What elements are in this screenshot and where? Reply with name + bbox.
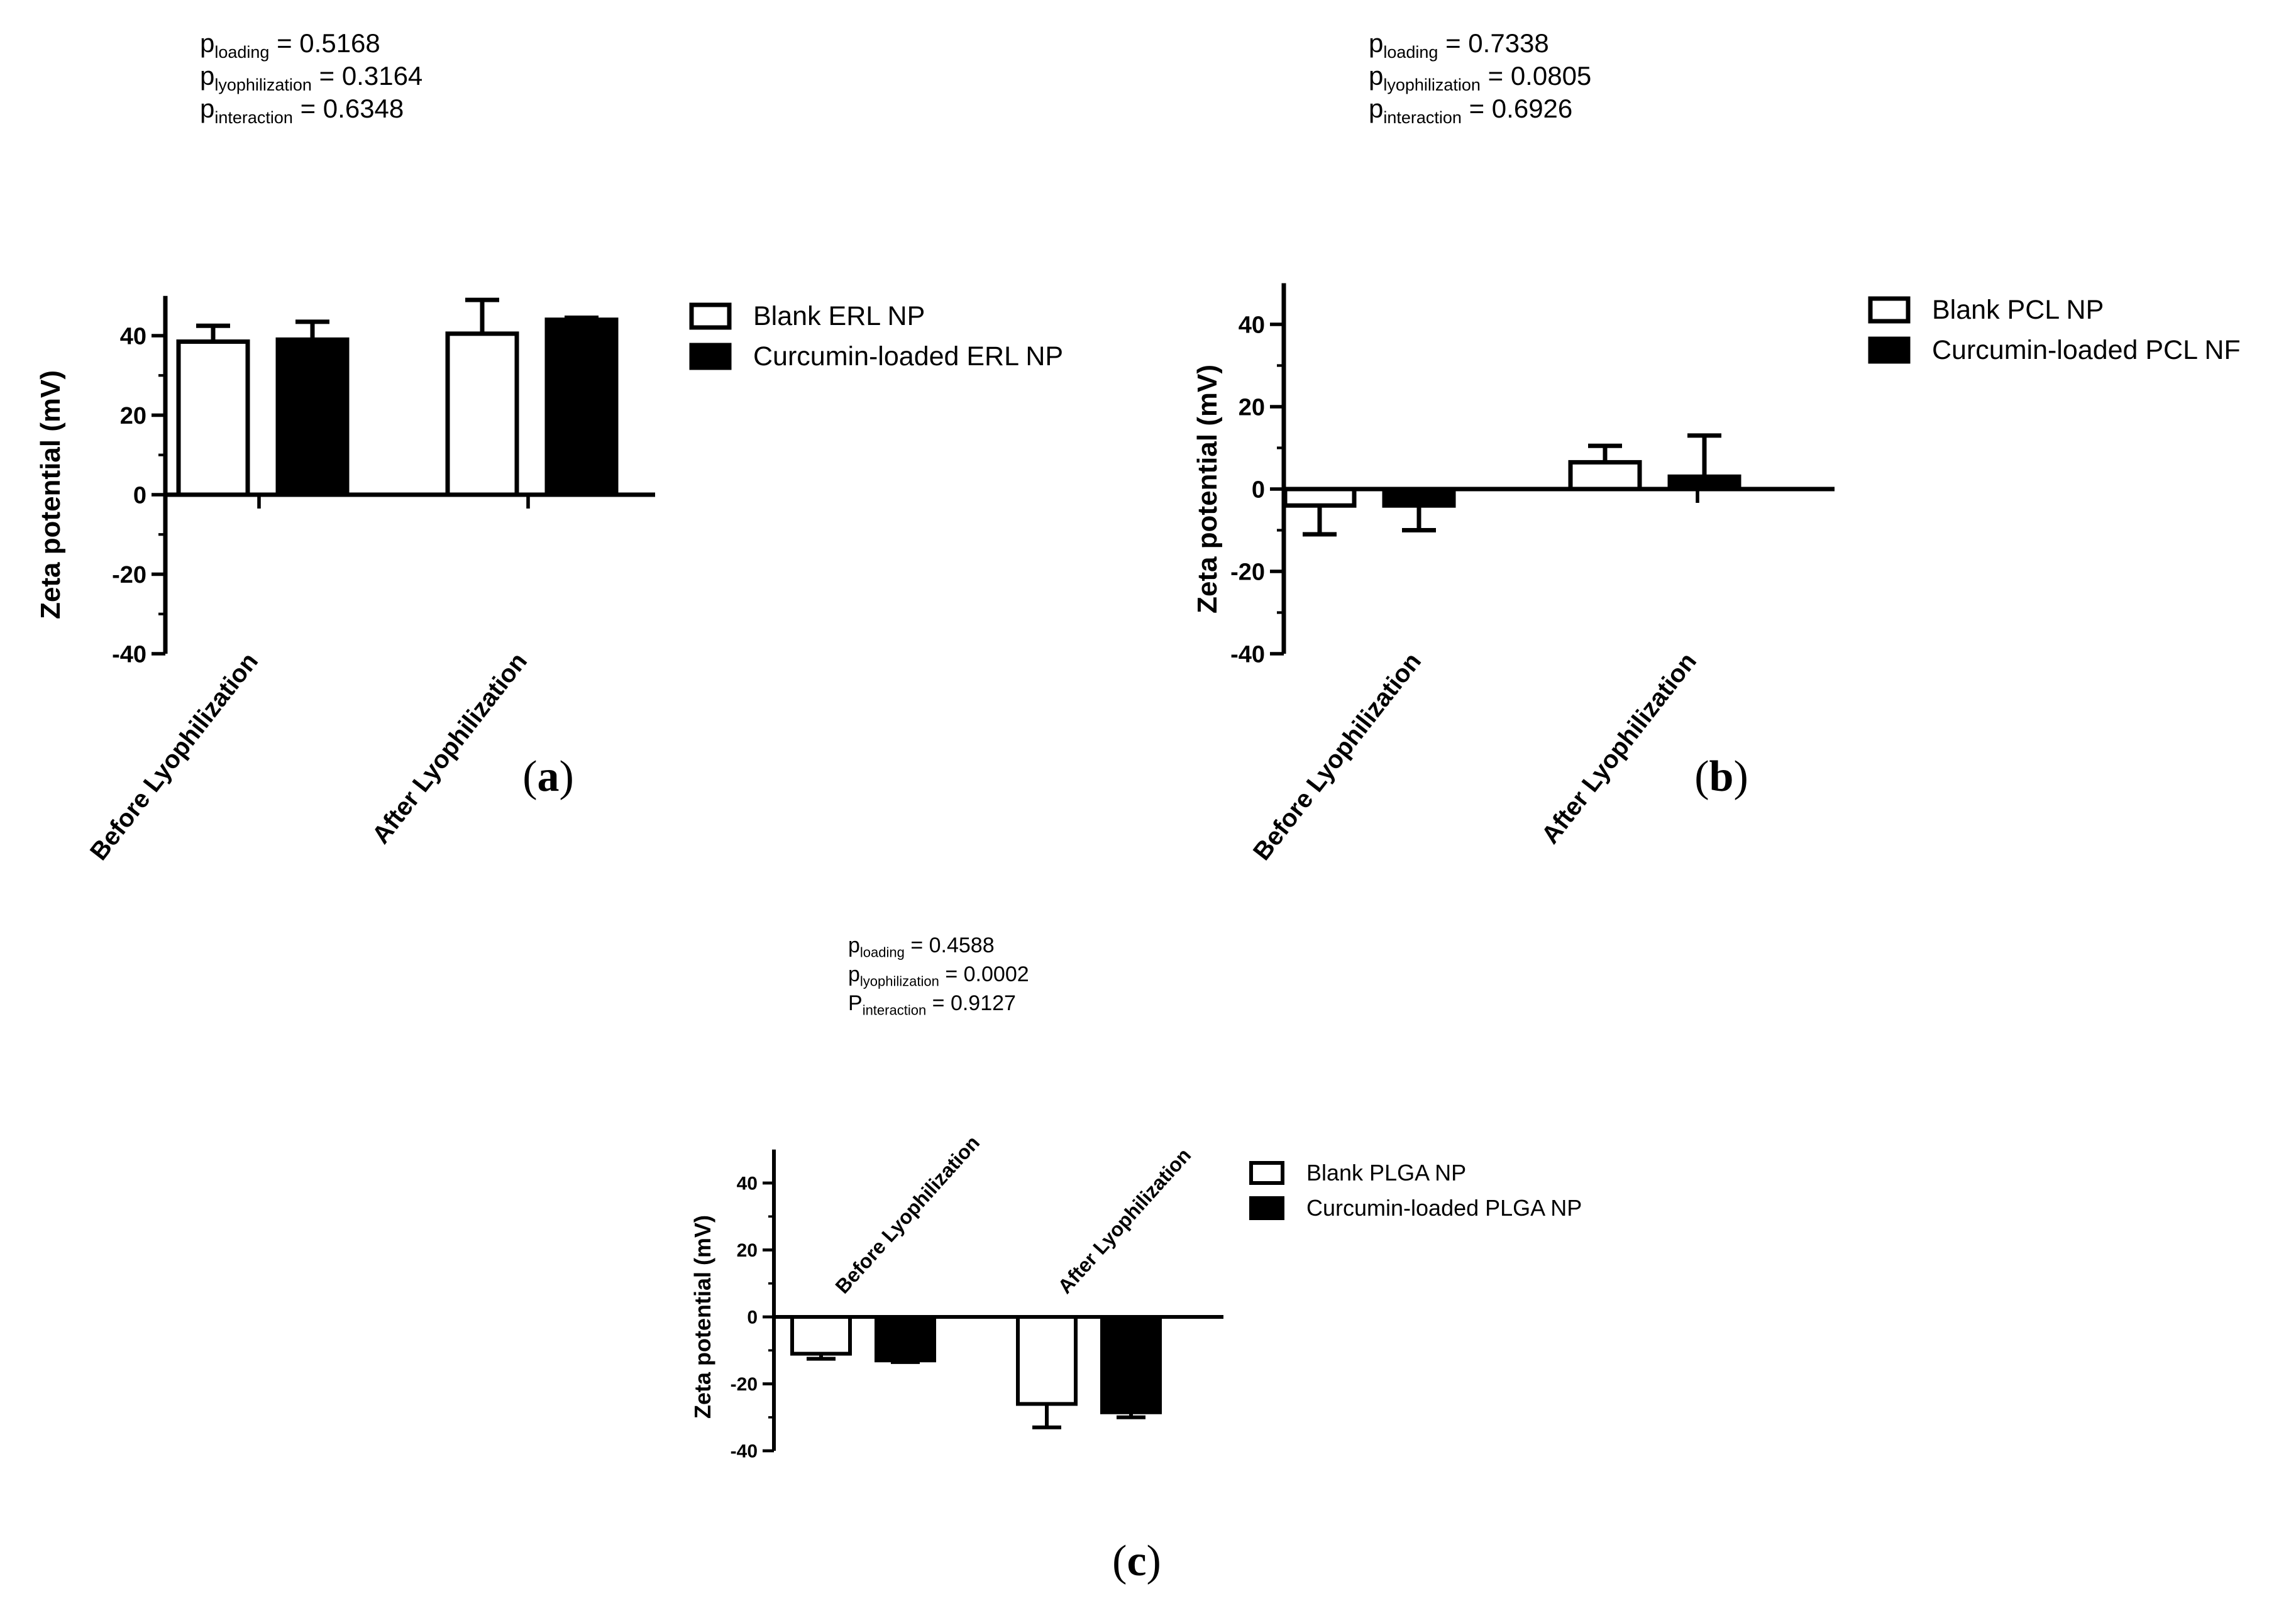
bar-curcumin-after	[544, 317, 619, 497]
bar-blank-before	[176, 339, 250, 497]
x-category-label: Before Lyophilization	[85, 647, 263, 865]
legend-label-blank: Blank PCL NP	[1932, 295, 2104, 325]
bar-blank-before	[1283, 487, 1357, 508]
legend: Blank PCL NP Curcumin-loaded PCL NF	[1868, 295, 2241, 365]
legend-label-curcumin: Curcumin-loaded PLGA NP	[1306, 1195, 1582, 1221]
bar-curcumin-before	[875, 1315, 936, 1363]
y-tick-label: 20	[120, 403, 146, 429]
y-tick-label: 0	[133, 482, 146, 509]
legend-swatch-blank	[1249, 1161, 1284, 1185]
bar-blank-after	[1016, 1315, 1078, 1406]
legend-swatch-curcumin	[1249, 1196, 1284, 1220]
y-tick-label: 0	[1252, 476, 1265, 503]
y-tick-label: 0	[747, 1307, 758, 1328]
legend-swatch-curcumin	[1868, 336, 1911, 364]
bar-blank-before	[790, 1315, 852, 1356]
y-tick-label: 20	[1239, 394, 1265, 421]
legend-label-blank: Blank PLGA NP	[1306, 1160, 1466, 1186]
y-tick-label: 20	[737, 1240, 758, 1261]
panel-label: (c)	[1112, 1537, 1161, 1585]
p-value-interaction: Pinteraction = 0.9127	[848, 991, 1016, 1018]
p-value-lyophilization: plyophilization = 0.0805	[1369, 61, 1591, 94]
y-tick-label: 40	[120, 323, 146, 349]
bar-curcumin-before	[275, 337, 350, 497]
bar-curcumin-after	[1100, 1315, 1162, 1414]
legend-label-curcumin: Curcumin-loaded ERL NP	[753, 341, 1063, 371]
x-category-label: After Lyophilization	[1536, 647, 1702, 849]
y-tick-label: -20	[1230, 559, 1265, 585]
legend-swatch-blank	[1868, 296, 1911, 324]
x-category-label: After Lyophilization	[367, 647, 533, 849]
y-axis-title: Zeta potential (mV)	[35, 370, 66, 619]
bar-blank-after	[445, 331, 519, 497]
legend-swatch-curcumin	[689, 343, 732, 370]
p-value-loading: ploading = 0.5168	[200, 28, 380, 62]
legend: Blank PLGA NP Curcumin-loaded PLGA NP	[1249, 1160, 1582, 1221]
x-category-label: Before Lyophilization	[1248, 647, 1427, 865]
y-tick-label: -20	[112, 562, 146, 588]
y-axis-title: Zeta potential (mV)	[690, 1215, 715, 1419]
bar-curcumin-after	[1667, 474, 1741, 492]
p-value-interaction: pinteraction = 0.6348	[200, 94, 404, 127]
panel-label: (a)	[522, 752, 574, 801]
y-tick-label: -40	[731, 1441, 758, 1462]
bar-curcumin-before	[1382, 487, 1456, 508]
x-category-label: After Lyophilization	[1053, 1144, 1195, 1298]
y-tick-label: -40	[1230, 641, 1265, 668]
y-tick-label: -20	[731, 1374, 758, 1395]
p-value-lyophilization: plyophilization = 0.0002	[848, 962, 1029, 989]
p-value-interaction: pinteraction = 0.6926	[1369, 94, 1572, 127]
legend-label-curcumin: Curcumin-loaded PCL NF	[1932, 335, 2241, 365]
y-tick-label: 40	[1239, 312, 1265, 338]
legend-label-blank: Blank ERL NP	[753, 301, 925, 331]
y-tick-label: 40	[737, 1174, 758, 1194]
legend-swatch-blank	[689, 302, 732, 330]
panel-label: (b)	[1694, 752, 1748, 801]
p-value-loading: ploading = 0.4588	[848, 933, 995, 960]
legend: Blank ERL NP Curcumin-loaded ERL NP	[689, 301, 1063, 371]
y-axis-title: Zeta potential (mV)	[1192, 365, 1223, 614]
x-category-label: Before Lyophilization	[831, 1131, 984, 1298]
bar-blank-after	[1568, 460, 1642, 492]
y-tick-label: -40	[112, 641, 146, 668]
p-value-loading: ploading = 0.7338	[1369, 28, 1549, 62]
p-value-lyophilization: plyophilization = 0.3164	[200, 61, 422, 94]
